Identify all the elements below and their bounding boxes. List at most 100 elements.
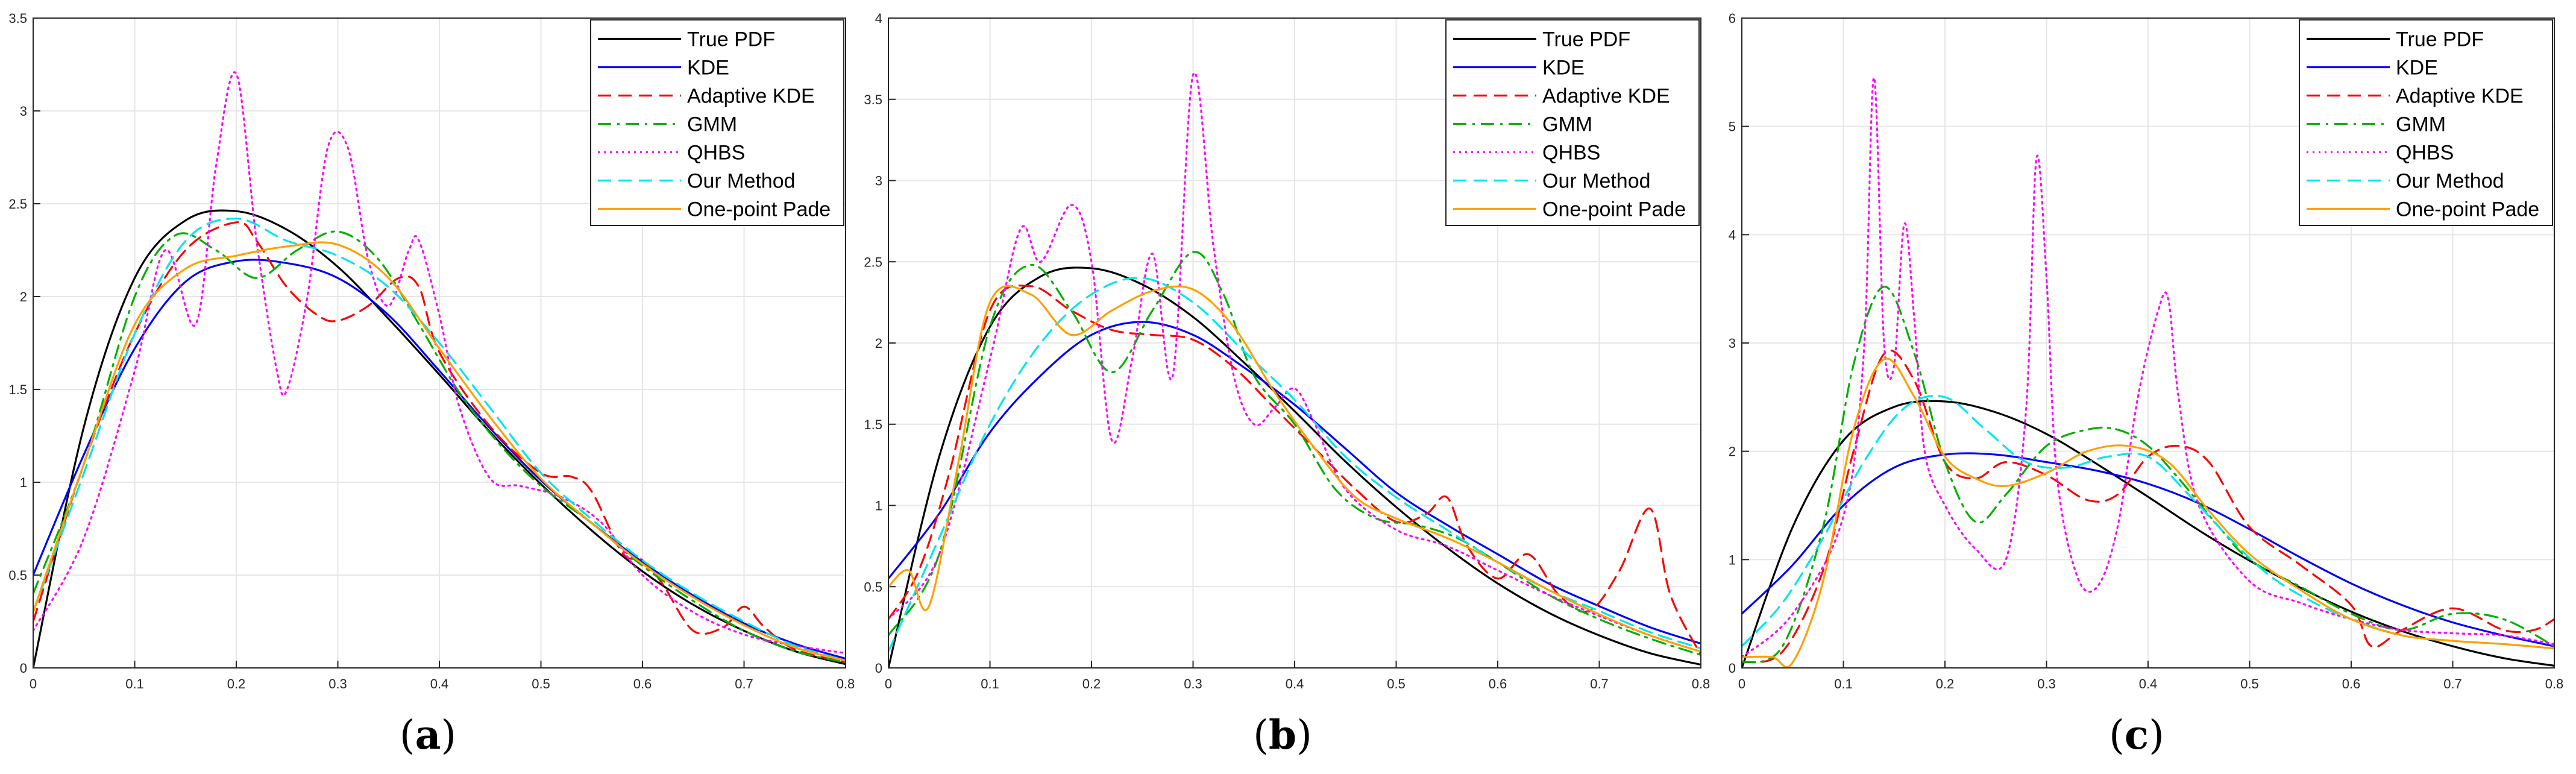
legend: True PDF KDE Adaptive KDE GMM QHBS Our Method…: [1445, 19, 1700, 226]
series-group: [888, 72, 1701, 668]
legend-label: True PDF: [1542, 28, 1630, 51]
legend-label: One-point Pade: [2396, 198, 2539, 221]
y-tick-label: 1: [875, 499, 882, 514]
series-line-kde: [1742, 452, 2554, 647]
y-tick-label: 2: [875, 336, 882, 351]
y-tick-label: 0: [1729, 661, 1736, 676]
series-line-our-method: [1742, 394, 2554, 650]
legend-label: Adaptive KDE: [1542, 85, 1670, 108]
legend-label: QHBS: [687, 142, 745, 165]
y-tick-label: 1: [1729, 552, 1736, 567]
legend-label: Our Method: [1542, 170, 1651, 193]
series-line-qhbs: [888, 72, 1701, 653]
x-tick-label: 0.3: [2037, 676, 2056, 691]
y-tick-label: 0: [20, 661, 27, 676]
legend-label: Our Method: [687, 170, 796, 193]
x-tick-label: 0.2: [1082, 676, 1101, 691]
series-line-one-point-pade: [888, 285, 1701, 653]
x-tick-label: 0.1: [125, 676, 144, 691]
x-tick-label: 0.6: [633, 676, 652, 691]
axes-box: [1741, 17, 2555, 669]
x-tick-label: 0.1: [981, 676, 999, 691]
chart-panel-b: 0 0.1 0.2 0.3 0.4 0.5 0.6 0.7 0.8 0 0.5 1 1.5 2 2.5 3 3.…: [864, 11, 1710, 691]
y-tick-label: 3.5: [8, 11, 27, 26]
series-line-gmm: [1742, 286, 2554, 664]
series-group: [1742, 77, 2554, 668]
legend-label: GMM: [1542, 113, 1592, 136]
y-tick-label: 1.5: [8, 382, 27, 397]
y-tick-label: 3: [1729, 336, 1736, 351]
x-tick-label: 0.1: [1834, 676, 1853, 691]
x-tick-label: 0.7: [2443, 676, 2462, 691]
legend-label: GMM: [2396, 113, 2446, 136]
x-tick-label: 0: [885, 676, 892, 691]
legend-label: One-point Pade: [687, 198, 831, 221]
x-tick-label: 0.6: [2342, 676, 2361, 691]
x-tick-label: 0.5: [532, 676, 550, 691]
legend-label: KDE: [1542, 57, 1585, 80]
y-tick-label: 0.5: [864, 579, 882, 594]
x-tick-label: 0.2: [227, 676, 246, 691]
x-tick-label: 0.4: [1286, 676, 1304, 691]
y-tick-label: 1: [20, 475, 27, 490]
legend-label: QHBS: [2396, 142, 2454, 165]
x-tick-label: 0.8: [2545, 676, 2564, 691]
series-line-true-pdf: [33, 209, 846, 668]
series-line-kde: [33, 259, 846, 660]
y-tick-label: 5: [1729, 119, 1736, 134]
legend-label: KDE: [687, 57, 729, 80]
legend-label: KDE: [2396, 57, 2438, 80]
y-tick-label: 4: [875, 11, 882, 26]
legend-label: Adaptive KDE: [687, 85, 815, 108]
x-tick-label: 0.5: [2240, 676, 2259, 691]
x-tick-label: 0.8: [837, 676, 855, 691]
x-tick-label: 0.7: [735, 676, 753, 691]
y-tick-label: 4: [1729, 227, 1736, 242]
axes-box: [888, 17, 1701, 669]
chart-panel-c: 0 0.1 0.2 0.3 0.4 0.5 0.6 0.7 0.8 0 1 2 3 4 5 6 True PDF…: [1729, 11, 2564, 691]
series-line-gmm: [33, 230, 846, 664]
x-tick-label: 0: [30, 676, 37, 691]
legend-label: Adaptive KDE: [2396, 85, 2524, 108]
series-line-qhbs: [33, 71, 846, 654]
y-tick-label: 2.5: [864, 254, 882, 269]
legend-box: [2299, 19, 2553, 226]
legend-label: GMM: [687, 113, 737, 136]
x-tick-label: 0.2: [1936, 676, 1955, 691]
series-line-our-method: [33, 218, 846, 662]
x-tick-label: 0.4: [2139, 676, 2158, 691]
legend-label: True PDF: [2396, 28, 2484, 51]
y-tick-label: 3: [875, 174, 882, 189]
legend: True PDF KDE Adaptive KDE GMM QHBS Our Method…: [2299, 19, 2553, 226]
series-line-one-point-pade: [33, 241, 846, 662]
series-line-adaptive-kde: [888, 285, 1701, 656]
legend-label: True PDF: [687, 28, 775, 51]
legend: True PDF KDE Adaptive KDE GMM QHBS Our Method…: [590, 19, 844, 226]
series-line-one-point-pade: [1742, 357, 2554, 668]
legend-box: [1445, 19, 1700, 226]
caption-b: (b): [1253, 711, 1312, 758]
x-tick-label: 0.6: [1489, 676, 1507, 691]
legend-label: One-point Pade: [1542, 198, 1686, 221]
x-tick-label: 0.7: [1590, 676, 1609, 691]
y-tick-label: 3.5: [864, 92, 882, 107]
x-tick-label: 0.3: [1184, 676, 1202, 691]
legend-label: QHBS: [1542, 142, 1600, 165]
x-tick-label: 0: [1738, 676, 1745, 691]
series-line-qhbs: [1742, 77, 2554, 658]
y-tick-label: 2.5: [8, 197, 27, 212]
y-tick-label: 3: [20, 104, 27, 119]
y-tick-label: 0: [875, 661, 882, 676]
series-line-true-pdf: [1742, 400, 2554, 668]
y-tick-label: 2: [20, 289, 27, 304]
axes-box: [33, 17, 846, 669]
y-tick-label: 6: [1729, 11, 1736, 26]
legend-box: [590, 19, 844, 226]
caption-c: (c): [2109, 711, 2164, 758]
x-tick-label: 0.5: [1387, 676, 1406, 691]
x-tick-label: 0.8: [1692, 676, 1711, 691]
caption-a: (a): [399, 711, 457, 758]
series-line-adaptive-kde: [33, 221, 846, 664]
x-tick-label: 0.4: [430, 676, 449, 691]
